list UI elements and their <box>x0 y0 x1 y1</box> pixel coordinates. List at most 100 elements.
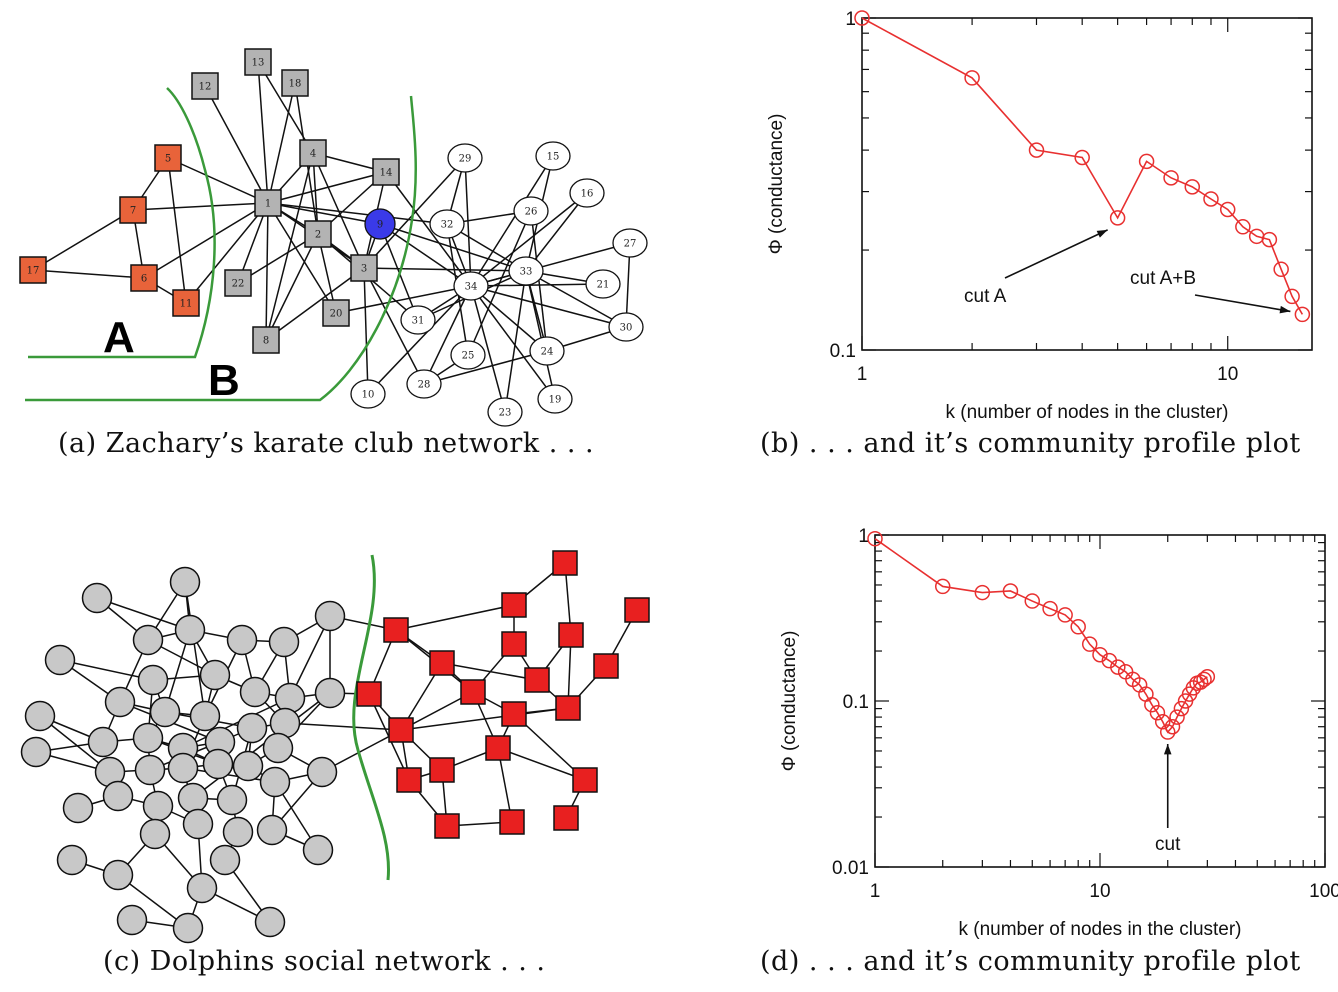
data-point <box>1284 288 1300 305</box>
data-point <box>1109 210 1126 226</box>
data-point <box>1273 261 1289 278</box>
karate-node-29: 29 <box>447 143 483 173</box>
karate-edge <box>312 152 365 269</box>
dolphin-node <box>460 679 486 705</box>
dolphin-edge <box>441 662 538 681</box>
dolphin-node <box>222 816 254 848</box>
dolphin-node <box>553 805 579 831</box>
karate-node-1: 1 <box>254 189 282 217</box>
data-point <box>934 578 951 595</box>
dolphin-node <box>186 872 218 904</box>
caption-b: (b) . . . and it’s community profile plo… <box>760 428 1301 459</box>
karate-node-label: 22 <box>232 279 245 290</box>
data-point <box>974 584 991 601</box>
x-tick-label: 10 <box>1089 881 1110 902</box>
karate-edge <box>32 269 145 279</box>
dolphin-node <box>388 717 414 743</box>
region-label-b: B <box>208 356 240 405</box>
caption-c: (c) Dolphins social network . . . <box>103 946 546 977</box>
karate-edge <box>267 202 381 225</box>
x-tick-label: 1 <box>857 364 868 385</box>
x-tick-label: 100 <box>1309 881 1338 902</box>
karate-node-22: 22 <box>224 269 252 297</box>
karate-node-7: 7 <box>119 196 147 224</box>
karate-node-14: 14 <box>372 158 400 186</box>
data-point <box>1024 593 1041 609</box>
y-tick-label: 0.1 <box>830 341 856 362</box>
karate-node-10: 10 <box>350 379 386 409</box>
karate-node-30: 30 <box>608 312 644 342</box>
dolphin-node <box>501 592 527 618</box>
karate-node-25: 25 <box>450 340 486 370</box>
dolphin-node <box>593 653 619 679</box>
karate-node-label: 20 <box>330 309 343 320</box>
data-point <box>1042 600 1058 617</box>
karate-node-label: 5 <box>165 154 171 165</box>
data-point <box>1196 671 1212 688</box>
community-profile-plot-d: 1 10 100 0.01 0.1 1 k (number of nodes in the … <box>779 526 1338 940</box>
karate-node-label: 30 <box>620 323 633 334</box>
karate-edge <box>335 285 472 314</box>
karate-edge <box>470 192 588 287</box>
karate-edge <box>363 267 425 385</box>
dolphin-node <box>56 844 88 876</box>
dolphin-node <box>268 626 300 658</box>
karate-edge <box>530 210 548 352</box>
dolphin-node <box>572 767 598 793</box>
dolphin-nodes <box>20 550 650 944</box>
karate-node-label: 6 <box>141 274 147 285</box>
karate-node-label: 2 <box>315 230 321 241</box>
dolphin-node <box>189 700 221 732</box>
dolphin-node <box>182 808 214 840</box>
karate-node-label: 27 <box>624 239 637 250</box>
karate-edge <box>167 157 269 204</box>
karate-edge <box>504 270 527 413</box>
dolphin-edge <box>497 747 586 781</box>
data-point <box>867 530 883 547</box>
axis-ticks <box>874 534 1326 868</box>
data-point <box>1159 724 1176 740</box>
dolphin-node <box>306 756 338 788</box>
dolphin-node <box>87 726 119 758</box>
data-point <box>1184 179 1201 195</box>
data-point <box>1144 696 1160 713</box>
karate-edge <box>185 202 269 304</box>
dolphin-node <box>434 813 460 839</box>
karate-edge <box>363 157 466 269</box>
y-tick-label: 0.01 <box>832 858 869 879</box>
karate-node-19: 19 <box>537 384 573 414</box>
karate-nodes: 1234567891011121314151617181920212223242… <box>19 48 648 427</box>
karate-edge <box>265 152 314 341</box>
dolphin-edge <box>192 692 331 799</box>
community-profile-plot-b: 1 100.11k (number of nodes in the cluster… <box>766 9 1313 423</box>
dolphin-node <box>149 696 181 728</box>
dolphin-node <box>174 614 206 646</box>
karate-node-label: 14 <box>380 168 393 179</box>
karate-edge <box>143 202 269 279</box>
data-point <box>1074 149 1090 166</box>
data-point <box>1261 231 1278 248</box>
karate-node-8: 8 <box>252 326 280 354</box>
dolphin-node <box>216 784 248 816</box>
annotation-arrow <box>1004 229 1108 279</box>
karate-edge <box>265 267 365 341</box>
axis-ticks <box>861 17 1312 351</box>
karate-edge <box>470 285 556 400</box>
dolphin-node <box>20 736 52 768</box>
data-point <box>1149 704 1166 721</box>
data-point <box>1163 170 1179 186</box>
data-point <box>1110 659 1126 675</box>
dolphin-edge <box>400 707 569 731</box>
karate-edge <box>267 82 296 204</box>
data-point <box>1057 607 1073 623</box>
karate-node-label: 32 <box>441 220 454 231</box>
karate-node-label: 24 <box>541 347 554 358</box>
karate-node-34: 34 <box>453 271 489 301</box>
dolphin-node <box>499 809 525 835</box>
dolphin-node <box>232 750 264 782</box>
data-point <box>964 70 980 86</box>
y-axis-label: Φ (conductance) <box>779 631 800 772</box>
cut-line-a <box>28 87 216 359</box>
dolphin-node <box>254 906 286 938</box>
karate-node-label: 13 <box>252 58 265 69</box>
